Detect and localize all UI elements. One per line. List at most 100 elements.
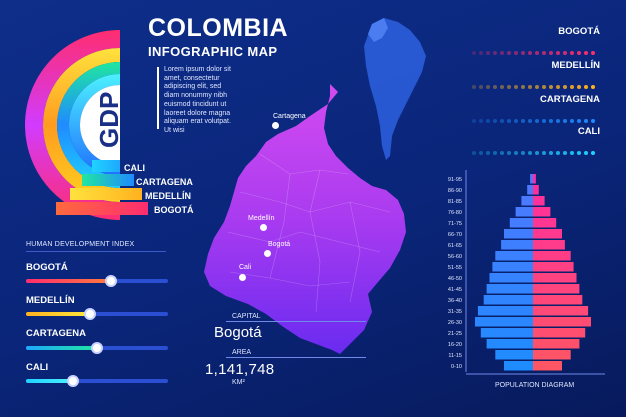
pyramid-bar-right-4: [533, 218, 557, 228]
hdi-underline: [26, 251, 166, 252]
capital-value: Bogotá: [214, 324, 262, 341]
area-label: AREA: [232, 349, 252, 356]
text-divider: [157, 67, 159, 129]
page-title: COLOMBIA: [148, 14, 289, 42]
hdi-name-cartagena: CARTAGENA: [26, 328, 86, 339]
pyramid-bar-left-0: [530, 174, 533, 184]
gdp-city-medellin: MEDELLÍN: [145, 191, 191, 201]
capital-label: CAPITAL: [232, 313, 261, 320]
hdi-knob-bogota[interactable]: [105, 275, 117, 287]
pyramid-tick-8: 51-55: [448, 265, 462, 271]
hdi-fill-medellin: [26, 312, 90, 316]
south-america-map: [364, 18, 426, 160]
pyramid-tick-13: 26-30: [448, 320, 462, 326]
legend-name-1: MEDELLÍN: [551, 60, 600, 71]
pyramid-tick-16: 11-15: [448, 353, 462, 359]
gdp-label: GDP: [94, 91, 124, 148]
pyramid-tick-2: 81-85: [448, 199, 462, 205]
pyramid-tick-10: 41-45: [448, 287, 462, 293]
gdp-bar-bogota: [56, 202, 148, 215]
pyramid-tick-5: 66-70: [448, 232, 462, 238]
pyramid-bar-left-10: [486, 284, 533, 294]
pyramid-bar-right-11: [533, 295, 583, 305]
gdp-arc-cartagena: [57, 62, 120, 188]
capital-line: [226, 321, 366, 322]
pyramid-bar-left-14: [480, 328, 533, 338]
pyramid-bar-right-15: [533, 339, 580, 349]
description-text: Lorem ipsum dolor sit amet, consectetur …: [164, 66, 231, 134]
population-pyramid: 91-95 86-90 81-85 76-80 71-75 66-70 61-65 56-60…: [448, 170, 605, 375]
hdi-fill-cali: [26, 379, 73, 383]
legend-dots-2: [472, 110, 602, 123]
legend-name-3: CALI: [577, 126, 600, 137]
colombia-map: [204, 84, 406, 354]
pyramid-bar-left-7: [495, 251, 533, 261]
gdp-city-bogota: BOGOTÁ: [154, 205, 194, 215]
city-dot-medellin: [260, 224, 267, 231]
city-dot-bogota: [264, 250, 271, 257]
pyramid-tick-9: 46-50: [448, 276, 462, 282]
pyramid-bar-right-10: [533, 284, 580, 294]
pyramid-bar-left-6: [501, 240, 533, 250]
pyramid-bar-left-15: [486, 339, 533, 349]
hdi-knob-medellin[interactable]: [84, 308, 96, 320]
pyramid-bar-right-17: [533, 361, 562, 371]
pyramid-bar-left-8: [492, 262, 533, 272]
pyramid-bar-left-2: [521, 196, 533, 206]
pyramid-xlabel: POPULATION DIAGRAM: [495, 382, 575, 389]
gdp-center: [80, 85, 120, 165]
pyramid-bar-right-14: [533, 328, 586, 338]
pyramid-bar-left-11: [483, 295, 533, 305]
legend-dots-0: [472, 42, 602, 55]
gdp-bar-cali: [92, 160, 120, 172]
pyramid-bar-left-12: [477, 306, 533, 316]
hdi-name-bogota: BOGOTÁ: [26, 262, 68, 273]
gdp-arc-medellin: [43, 48, 120, 202]
pyramid-bar-left-1: [527, 185, 533, 195]
pyramid-bar-right-16: [533, 350, 571, 360]
pyramid-bar-left-17: [504, 361, 533, 371]
pyramid-bar-left-3: [515, 207, 533, 217]
colombia-highlight: [368, 18, 388, 42]
hdi-knob-cali[interactable]: [67, 375, 79, 387]
city-label-cartagena: Cartagena: [273, 113, 306, 120]
city-dot-cali: [239, 274, 246, 281]
area-value: 1,141,748: [205, 361, 275, 378]
pyramid-bar-right-13: [533, 317, 591, 327]
pyramid-tick-6: 61-65: [448, 243, 462, 249]
hdi-name-medellin: MEDELLÍN: [26, 295, 75, 306]
pyramid-bar-left-9: [489, 273, 533, 283]
pyramid-bar-left-16: [495, 350, 533, 360]
pyramid-bar-right-9: [533, 273, 577, 283]
city-label-medellin: Medellín: [248, 215, 275, 222]
gdp-arc-cali: [69, 74, 120, 176]
pyramid-bar-right-0: [533, 174, 536, 184]
pyramid-tick-4: 71-75: [448, 221, 462, 227]
gdp-city-cartagena: CARTAGENA: [136, 177, 193, 187]
pyramid-tick-14: 21-25: [448, 331, 462, 337]
pyramid-bar-right-12: [533, 306, 589, 316]
pyramid-bar-right-8: [533, 262, 574, 272]
page-subtitle: INFOGRAPHIC MAP: [148, 44, 278, 59]
pyramid-bar-right-3: [533, 207, 551, 217]
hdi-fill-cartagena: [26, 346, 97, 350]
hdi-knob-cartagena[interactable]: [91, 342, 103, 354]
hdi-title: HUMAN DEVELOPMENT INDEX: [26, 241, 135, 248]
gdp-city-cali: CALI: [124, 163, 145, 173]
pyramid-tick-15: 16-20: [448, 342, 462, 348]
pyramid-tick-12: 31-35: [448, 309, 462, 315]
city-label-bogota: Bogotá: [268, 241, 291, 248]
gdp-arcs: [25, 30, 120, 220]
legend-name-2: CARTAGENA: [540, 94, 600, 105]
hdi-name-cali: CALI: [26, 362, 49, 373]
pyramid-tick-11: 36-40: [448, 298, 462, 304]
city-dot-cartagena: [272, 122, 279, 129]
area-line: [226, 357, 366, 358]
pyramid-tick-3: 76-80: [448, 210, 462, 216]
hdi-track-medellin: [26, 312, 168, 316]
pyramid-bar-right-6: [533, 240, 565, 250]
area-unit: KM²: [232, 379, 245, 386]
legend-dots-1: [472, 76, 602, 89]
pyramid-bar-left-4: [509, 218, 533, 228]
legend-name-0: BOGOTÁ: [558, 26, 600, 37]
